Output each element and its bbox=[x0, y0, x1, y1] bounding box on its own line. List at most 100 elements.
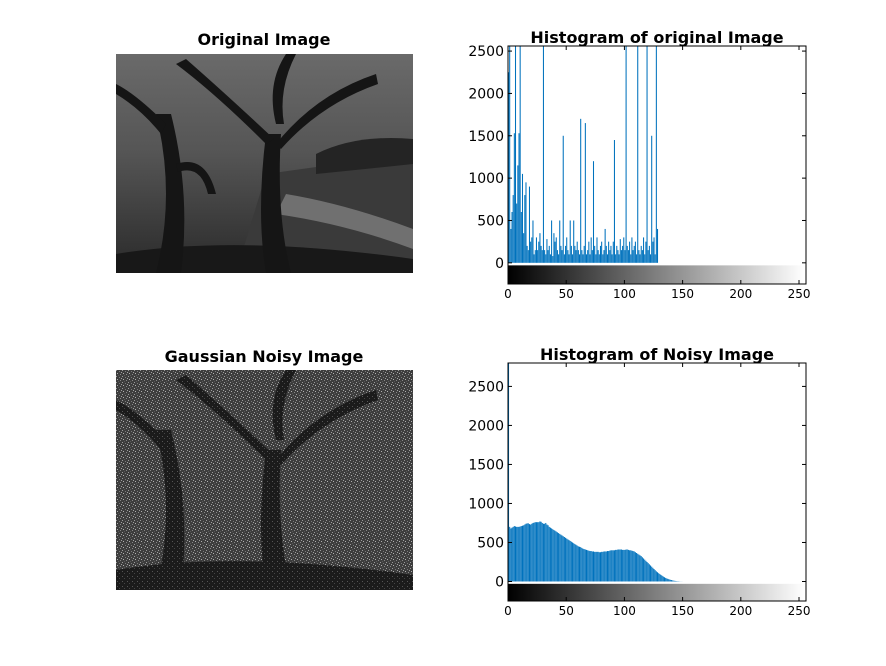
histogram-bar bbox=[541, 250, 543, 263]
histogram-bar bbox=[587, 550, 589, 582]
histogram-bar bbox=[624, 549, 626, 582]
histogram-bar bbox=[532, 522, 534, 582]
histogram-bar bbox=[556, 532, 558, 582]
histogram-bar bbox=[530, 524, 532, 582]
histogram-bar bbox=[513, 526, 515, 582]
histogram-bar bbox=[674, 580, 676, 582]
histogram-bar bbox=[559, 533, 561, 582]
histogram-bar bbox=[579, 546, 581, 582]
histogram-bar bbox=[512, 195, 514, 263]
histogram-bar bbox=[510, 228, 512, 263]
histogram-bar bbox=[592, 551, 595, 582]
histogram-bar bbox=[513, 133, 515, 263]
histogram-bar bbox=[648, 245, 650, 263]
histogram-bar bbox=[555, 531, 557, 582]
histogram-bar bbox=[594, 245, 596, 263]
histogram-bar bbox=[612, 550, 614, 582]
histogram-bar bbox=[660, 574, 662, 582]
histogram-bar bbox=[650, 254, 652, 263]
histogram-bar bbox=[544, 523, 546, 582]
histogram-bar bbox=[590, 551, 592, 582]
histogram-bar bbox=[630, 254, 632, 263]
histogram-bar bbox=[570, 541, 572, 582]
histogram-bar bbox=[666, 578, 668, 582]
histogram-bar bbox=[582, 254, 584, 263]
histogram-bar bbox=[587, 250, 589, 263]
histogram-bar bbox=[620, 250, 622, 263]
histogram-bar bbox=[509, 526, 511, 582]
histogram-bar bbox=[514, 526, 517, 582]
histogram-bar bbox=[651, 566, 653, 582]
histogram-bar bbox=[544, 250, 546, 263]
histogram-bar bbox=[531, 237, 533, 263]
x-tick-label: 250 bbox=[788, 604, 811, 618]
histogram-bar bbox=[652, 241, 654, 263]
y-tick-label: 1500 bbox=[468, 129, 504, 145]
histogram-bar bbox=[552, 256, 554, 263]
histogram-bar bbox=[518, 133, 520, 263]
histogram-bar bbox=[508, 72, 510, 263]
histogram-bar bbox=[565, 537, 567, 582]
histogram-bar bbox=[598, 254, 600, 263]
original-image bbox=[116, 54, 413, 273]
histogram-bar bbox=[538, 522, 540, 582]
histogram-bar bbox=[559, 220, 561, 263]
histogram-bar bbox=[608, 551, 610, 582]
histogram-bar bbox=[516, 526, 518, 582]
histogram-bar bbox=[542, 523, 544, 582]
histogram-bar bbox=[535, 237, 537, 263]
histogram-bar bbox=[509, 46, 511, 263]
histogram-bar bbox=[589, 551, 591, 582]
histogram-bar bbox=[606, 254, 608, 263]
histogram-bar bbox=[537, 250, 539, 263]
histogram-bar bbox=[583, 549, 585, 582]
histogram-bar bbox=[645, 560, 647, 582]
histogram-bar bbox=[547, 250, 549, 263]
histogram-bar bbox=[641, 250, 643, 263]
histogram-bar bbox=[575, 250, 577, 263]
histogram-bar bbox=[647, 250, 649, 263]
histogram-bar bbox=[646, 46, 648, 263]
histogram-bar bbox=[573, 543, 575, 582]
histogram-bar bbox=[519, 46, 521, 263]
histogram-bar bbox=[545, 254, 547, 263]
histogram-bar bbox=[604, 551, 606, 582]
histogram-bar bbox=[560, 245, 562, 263]
histogram-bar bbox=[575, 544, 577, 582]
histogram-bar bbox=[547, 525, 549, 582]
histogram-bar bbox=[661, 575, 663, 582]
histogram-bar bbox=[531, 523, 533, 582]
histogram-bar bbox=[588, 550, 590, 582]
histogram-bar bbox=[527, 250, 529, 263]
histogram-bar bbox=[583, 245, 585, 263]
histogram-bar bbox=[518, 526, 520, 582]
histogram-bar bbox=[632, 250, 634, 263]
histogram-bar bbox=[672, 580, 674, 582]
histogram-bar bbox=[625, 549, 627, 582]
histogram-bar bbox=[653, 569, 655, 582]
histogram-bar bbox=[553, 233, 555, 263]
x-tick-label: 50 bbox=[559, 604, 574, 618]
histogram-bar bbox=[511, 527, 513, 582]
histogram-bar bbox=[524, 524, 526, 582]
histogram-bar bbox=[651, 135, 653, 263]
histogram-bar bbox=[545, 522, 547, 582]
histogram-bar bbox=[579, 254, 581, 263]
x-tick-label: 250 bbox=[788, 287, 811, 301]
histogram-bar bbox=[631, 550, 633, 582]
histogram-bar bbox=[609, 250, 611, 263]
histogram-bar bbox=[611, 550, 613, 582]
histogram-bar bbox=[648, 564, 650, 582]
x-tick-label: 100 bbox=[613, 604, 636, 618]
histogram-bar bbox=[616, 549, 618, 582]
y-tick-label: 2000 bbox=[468, 418, 504, 434]
x-tick-label: 150 bbox=[671, 604, 694, 618]
histogram-bar bbox=[556, 250, 558, 263]
histogram-bar bbox=[665, 577, 667, 582]
histogram-bar bbox=[629, 550, 631, 582]
histogram-bar bbox=[570, 245, 572, 263]
histogram-bar bbox=[590, 237, 592, 263]
y-tick-label: 1000 bbox=[468, 171, 504, 187]
histogram-bar bbox=[520, 212, 522, 263]
x-tick-label: 100 bbox=[613, 287, 636, 301]
